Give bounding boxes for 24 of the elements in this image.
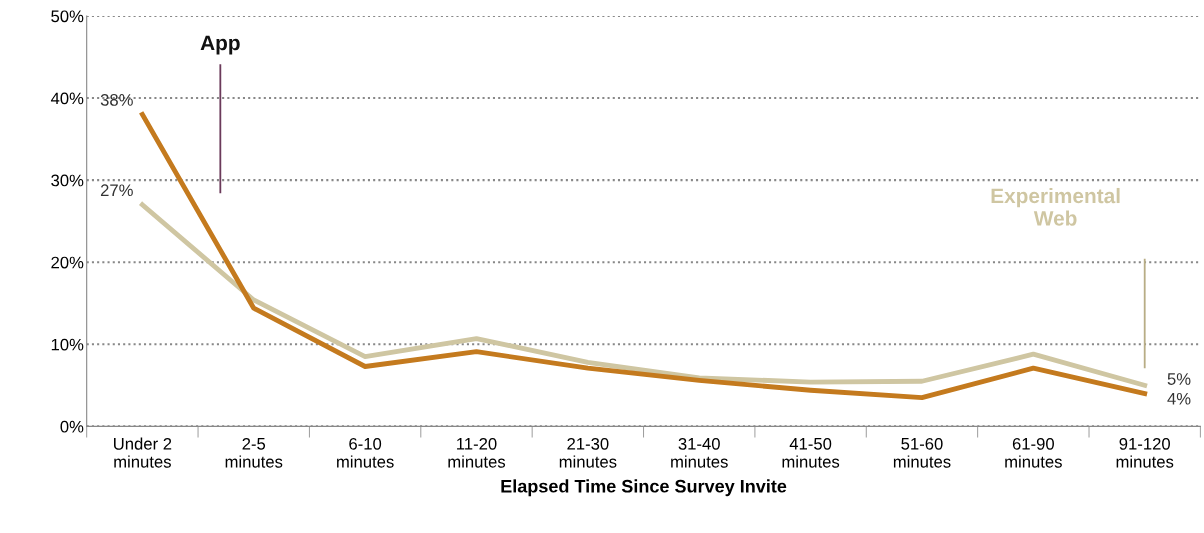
x-tick-label: 2-5 minutes bbox=[225, 437, 283, 468]
data-label: 38% bbox=[100, 94, 133, 106]
y-tick-label: 20% bbox=[51, 256, 84, 269]
data-label: 27% bbox=[100, 184, 133, 197]
text: App bbox=[200, 35, 240, 55]
x-tick-label: Under 2 minutes bbox=[114, 437, 172, 468]
x-tick-label: 91-120 minutes bbox=[1116, 437, 1174, 468]
y-tick-label: 0% bbox=[60, 420, 84, 433]
y-tick-label: 10% bbox=[51, 338, 84, 351]
y-tick-label: 30% bbox=[51, 174, 84, 187]
x-tick-label: 51-60 minutes bbox=[893, 437, 951, 468]
line-series bbox=[139, 112, 1148, 401]
y-tick-label: 50% bbox=[51, 10, 84, 23]
x-tick-label: 61-90 minutes bbox=[1005, 437, 1062, 468]
x-tick-label: 6-10 minutes bbox=[337, 437, 394, 468]
text: Experimental Web bbox=[991, 187, 1120, 226]
x-tick-label: 11-20 minutes bbox=[448, 437, 506, 468]
y-tick-label: 40% bbox=[50, 92, 84, 105]
data-label: 5% bbox=[1167, 373, 1191, 385]
x-axis-title: Elapsed Time Since Survey Invite bbox=[501, 479, 787, 497]
x-tick-label: 41-50 minutes bbox=[782, 437, 840, 468]
x-tick-label: 21-30 minutes bbox=[559, 437, 617, 468]
x-tick-label: 31-40 minutes bbox=[671, 437, 728, 468]
data-label: 4% bbox=[1167, 392, 1191, 405]
